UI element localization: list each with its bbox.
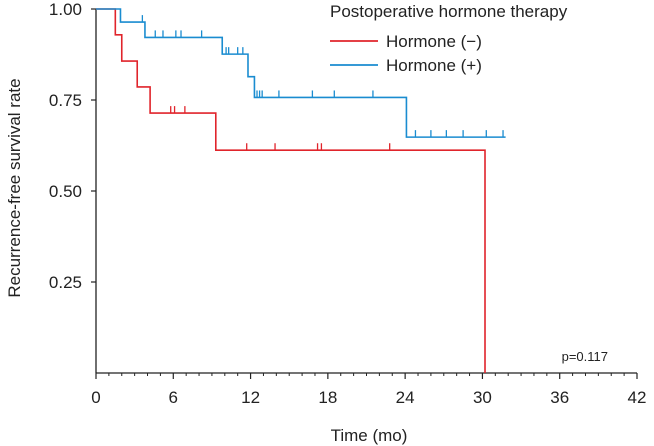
x-tick-label: 12: [241, 388, 260, 407]
x-axis-ticks: 0 6 12 18 24 30 36 42: [91, 373, 646, 407]
x-axis-title: Time (mo): [331, 426, 408, 445]
legend: Hormone (−) Hormone (+): [330, 32, 482, 75]
survival-curve-1: [96, 8, 486, 373]
legend-label-2: Hormone (+): [386, 56, 482, 75]
axes: [95, 9, 637, 374]
y-axis-ticks: 0.25 0.50 0.75 1.00: [49, 0, 96, 292]
x-tick-label: 36: [550, 388, 569, 407]
legend-title: Postoperative hormone therapy: [330, 2, 568, 21]
y-tick-label: 0.25: [49, 273, 82, 292]
survival-curve-2: [96, 8, 506, 138]
p-value-annotation: p=0.117: [562, 349, 608, 364]
x-tick-label: 6: [169, 388, 178, 407]
y-tick-label: 1.00: [49, 0, 82, 19]
x-tick-label: 24: [396, 388, 415, 407]
series-layer: [96, 8, 506, 373]
y-axis-title: Recurrence-free survival rate: [5, 78, 24, 297]
x-tick-label: 18: [318, 388, 337, 407]
x-tick-label: 30: [473, 388, 492, 407]
x-tick-label: 42: [628, 388, 647, 407]
y-tick-label: 0.50: [49, 182, 82, 201]
y-tick-label: 0.75: [49, 91, 82, 110]
legend-label-1: Hormone (−): [386, 32, 482, 51]
x-tick-label: 0: [91, 388, 100, 407]
